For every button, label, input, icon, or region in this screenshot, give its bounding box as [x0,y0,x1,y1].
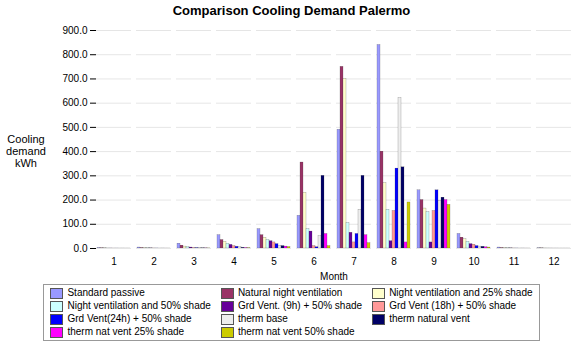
svg-text:11: 11 [509,256,520,267]
svg-text:700.0: 700.0 [62,73,87,84]
html-text:Natural night ventilation: Natural night ventilation [237,287,343,298]
svg-text:7: 7 [351,256,357,267]
html-text:Night ventilation and 25% shad: Night ventilation and 25% shade [389,287,533,298]
html-text:Grd Vent. (9h) + 50% shade: Grd Vent. (9h) + 50% shade [237,300,363,311]
svg-text:300.0: 300.0 [62,170,87,181]
svg-text:2: 2 [151,256,157,267]
svg-text:4: 4 [231,256,237,267]
html-text:Grd Vent (18h) + 50% shade: Grd Vent (18h) + 50% shade [389,300,517,311]
svg-text:10: 10 [468,256,480,267]
svg-text:100.0: 100.0 [62,218,87,229]
svg-text:9: 9 [431,256,437,267]
svg-text:600.0: 600.0 [62,97,87,108]
svg-text:200.0: 200.0 [62,194,87,205]
svg-text:0.0: 0.0 [74,243,88,254]
svg-text:6: 6 [311,256,317,267]
svg-text:400.0: 400.0 [62,146,87,157]
svg-text:800.0: 800.0 [62,49,87,60]
svg-text:1: 1 [111,256,117,267]
html-text:therm natural vent: therm natural vent [389,313,470,324]
svg-text:3: 3 [191,256,197,267]
svg-text:8: 8 [391,256,397,267]
svg-text:Month: Month [320,271,348,282]
html-text:Night ventilation and 50% shad: Night ventilation and 50% shade [67,300,211,311]
svg-text:5: 5 [271,256,277,267]
html-text:Standard passive: Standard passive [67,287,145,298]
html-text:therm nat vent 50% shade: therm nat vent 50% shade [237,326,355,337]
html-text:therm nat vent 25% shade: therm nat vent 25% shade [67,326,185,337]
svg-text:500.0: 500.0 [62,122,87,133]
html-text:Cooling demand kWh: Cooling demand kWh [6,133,46,169]
html-text:Comparison Cooling Demand Pale: Comparison Cooling Demand Palermo [172,3,411,18]
html-text:Grd Vent(24h) + 50% shade: Grd Vent(24h) + 50% shade [67,313,192,324]
html-text:therm base: therm base [237,313,288,324]
svg-text:12: 12 [548,256,560,267]
svg-text:900.0: 900.0 [62,25,87,36]
